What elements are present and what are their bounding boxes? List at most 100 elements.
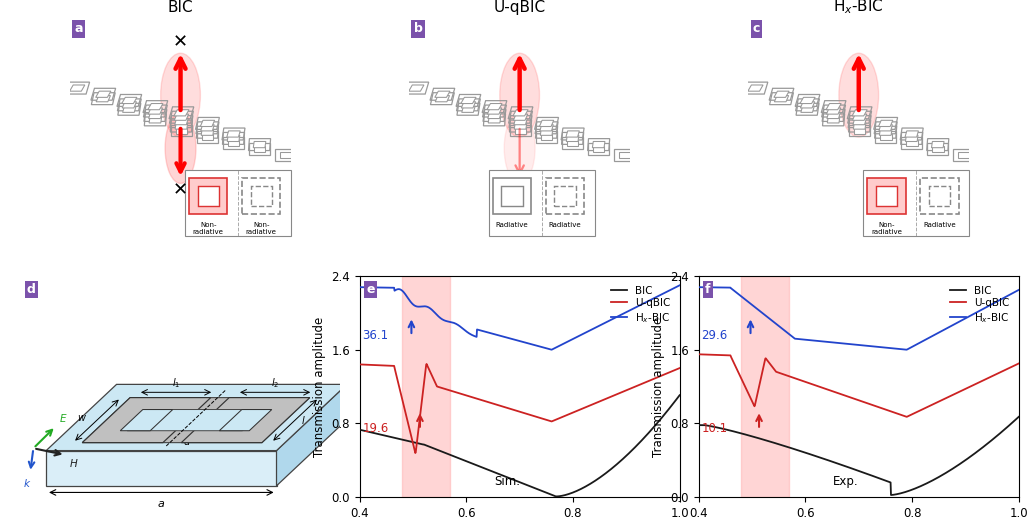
Polygon shape <box>514 123 527 129</box>
Polygon shape <box>512 110 528 116</box>
Legend: BIC, U-qBIC, H$_x$-BIC: BIC, U-qBIC, H$_x$-BIC <box>607 281 674 328</box>
Text: $k$: $k$ <box>23 477 31 489</box>
Polygon shape <box>880 129 892 135</box>
Polygon shape <box>181 397 310 442</box>
Text: $a$: $a$ <box>157 499 166 509</box>
Text: d: d <box>27 283 36 295</box>
Legend: BIC, U-qBIC, H$_x$-BIC: BIC, U-qBIC, H$_x$-BIC <box>946 281 1014 328</box>
Polygon shape <box>826 108 841 114</box>
Polygon shape <box>122 106 136 112</box>
Polygon shape <box>593 146 604 152</box>
Polygon shape <box>958 152 969 158</box>
Polygon shape <box>852 110 867 116</box>
Polygon shape <box>148 108 163 114</box>
Ellipse shape <box>839 53 879 137</box>
Polygon shape <box>435 91 450 97</box>
Text: 19.6: 19.6 <box>362 423 389 436</box>
Ellipse shape <box>500 53 539 137</box>
Polygon shape <box>46 384 347 451</box>
Polygon shape <box>593 142 605 147</box>
Polygon shape <box>409 85 424 91</box>
Text: 10.1: 10.1 <box>702 423 728 436</box>
Polygon shape <box>176 128 187 133</box>
Polygon shape <box>227 135 240 142</box>
Polygon shape <box>128 410 264 431</box>
Polygon shape <box>462 106 475 112</box>
Polygon shape <box>174 114 188 120</box>
Text: e: e <box>366 283 375 295</box>
Polygon shape <box>801 102 815 108</box>
Polygon shape <box>96 96 110 102</box>
Polygon shape <box>801 106 814 112</box>
Polygon shape <box>461 102 475 108</box>
Text: $l$: $l$ <box>301 414 306 426</box>
Polygon shape <box>148 104 163 110</box>
Polygon shape <box>175 119 188 124</box>
Polygon shape <box>435 96 450 102</box>
Polygon shape <box>254 146 265 152</box>
Text: $l_2$: $l_2$ <box>271 377 279 390</box>
Text: ✕: ✕ <box>173 33 188 51</box>
Ellipse shape <box>165 113 196 184</box>
Text: Exp.: Exp. <box>833 475 859 488</box>
Polygon shape <box>618 152 631 158</box>
Polygon shape <box>931 142 944 147</box>
Polygon shape <box>82 397 211 442</box>
Bar <box>742 276 789 497</box>
Polygon shape <box>853 123 866 129</box>
Polygon shape <box>854 128 865 133</box>
Polygon shape <box>201 120 215 127</box>
Polygon shape <box>82 397 310 442</box>
Polygon shape <box>906 135 918 142</box>
Title: U-qBIC: U-qBIC <box>494 0 545 15</box>
Polygon shape <box>175 123 187 129</box>
Text: f: f <box>705 283 711 295</box>
Polygon shape <box>853 119 866 124</box>
Text: $E$: $E$ <box>59 412 68 424</box>
Polygon shape <box>280 152 291 158</box>
Polygon shape <box>541 133 553 140</box>
Polygon shape <box>514 128 527 133</box>
Polygon shape <box>488 108 501 114</box>
Text: ✕: ✕ <box>173 181 188 199</box>
Polygon shape <box>219 410 272 431</box>
Polygon shape <box>748 85 764 91</box>
Polygon shape <box>540 129 553 135</box>
Polygon shape <box>513 119 527 124</box>
Polygon shape <box>149 117 162 123</box>
Polygon shape <box>566 135 579 142</box>
Polygon shape <box>539 120 554 127</box>
Polygon shape <box>201 124 214 131</box>
Polygon shape <box>227 140 240 146</box>
Polygon shape <box>121 97 137 104</box>
Polygon shape <box>461 97 476 104</box>
Text: $H$: $H$ <box>69 457 78 469</box>
Polygon shape <box>906 140 918 146</box>
Polygon shape <box>567 140 578 146</box>
Polygon shape <box>906 131 919 137</box>
Polygon shape <box>540 124 554 131</box>
Text: $w$: $w$ <box>77 413 87 423</box>
Polygon shape <box>487 104 502 110</box>
Y-axis label: Transmission amplitude: Transmission amplitude <box>651 316 665 457</box>
Text: a: a <box>74 22 83 36</box>
Polygon shape <box>226 131 240 137</box>
Polygon shape <box>120 410 173 431</box>
Text: b: b <box>414 22 423 36</box>
Title: BIC: BIC <box>168 0 193 15</box>
Polygon shape <box>277 384 347 486</box>
Polygon shape <box>852 114 866 120</box>
Polygon shape <box>46 451 277 486</box>
Polygon shape <box>488 112 501 119</box>
Polygon shape <box>566 131 579 137</box>
Polygon shape <box>800 97 815 104</box>
Polygon shape <box>827 112 841 119</box>
Polygon shape <box>96 91 111 97</box>
Polygon shape <box>202 133 213 140</box>
Polygon shape <box>775 96 788 102</box>
Ellipse shape <box>504 113 535 184</box>
Polygon shape <box>827 117 840 123</box>
Polygon shape <box>148 112 163 119</box>
Text: c: c <box>753 22 760 36</box>
Y-axis label: Transmission amplitude: Transmission amplitude <box>313 316 325 457</box>
